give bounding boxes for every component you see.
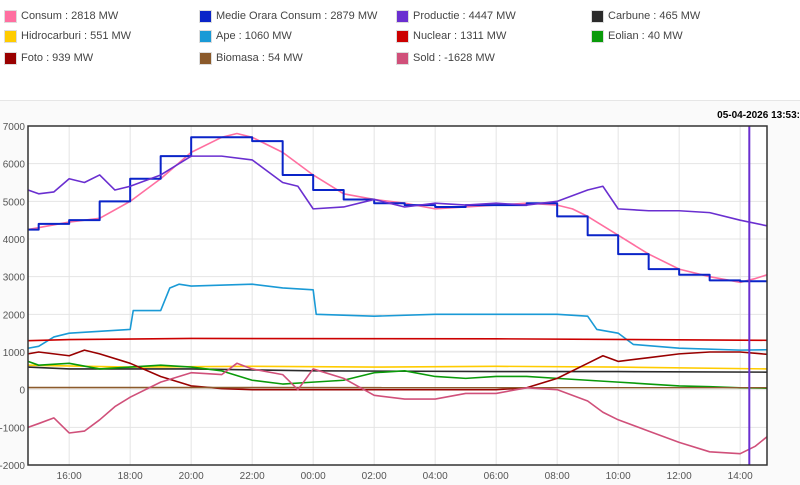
y-tick-label: 0 <box>19 386 25 397</box>
plot-area <box>28 126 767 465</box>
x-tick-label: 22:00 <box>240 471 265 482</box>
y-tick-label: 4000 <box>3 235 26 246</box>
x-tick-label: 14:00 <box>728 471 753 482</box>
y-tick-label: 1000 <box>3 348 26 359</box>
y-tick-label: -1000 <box>0 423 25 434</box>
y-tick-label: 3000 <box>3 273 26 284</box>
x-tick-label: 12:00 <box>667 471 692 482</box>
y-tick-label: 2000 <box>3 310 26 321</box>
x-tick-label: 20:00 <box>179 471 204 482</box>
y-tick-label: -2000 <box>0 461 25 472</box>
x-tick-label: 16:00 <box>57 471 82 482</box>
x-tick-label: 08:00 <box>545 471 570 482</box>
x-tick-label: 18:00 <box>118 471 143 482</box>
x-tick-label: 06:00 <box>484 471 509 482</box>
y-tick-label: 6000 <box>3 160 26 171</box>
y-tick-label: 7000 <box>3 122 26 133</box>
x-tick-label: 10:00 <box>606 471 631 482</box>
y-tick-label: 5000 <box>3 197 26 208</box>
x-tick-label: 04:00 <box>423 471 448 482</box>
x-tick-label: 02:00 <box>362 471 387 482</box>
x-tick-label: 00:00 <box>301 471 326 482</box>
